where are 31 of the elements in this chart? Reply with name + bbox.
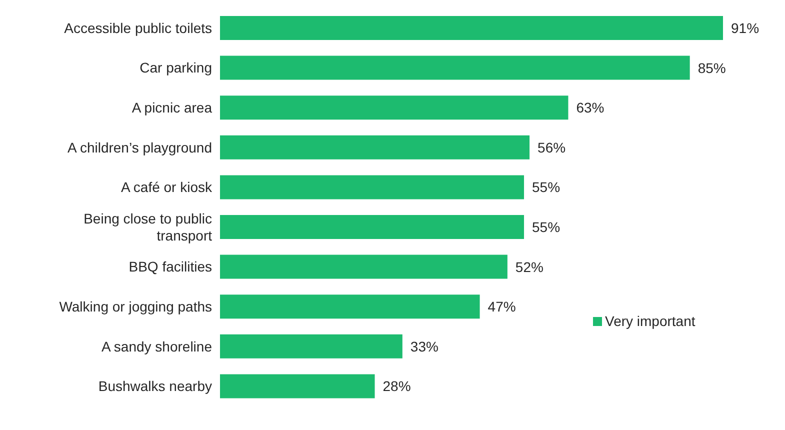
y-tick-label: Accessible public toilets	[64, 20, 212, 36]
bar	[220, 135, 530, 160]
data-label: 91%	[731, 20, 760, 36]
y-tick-label: Walking or jogging paths	[59, 298, 212, 314]
data-label: 56%	[538, 139, 566, 156]
y-tick-label: BBQ facilities	[128, 258, 212, 275]
bar	[220, 16, 723, 40]
bar	[220, 175, 524, 200]
bar	[220, 254, 508, 279]
data-label: 55%	[532, 219, 560, 235]
data-label: 47%	[488, 298, 516, 315]
y-tick-label: A children’s playground	[67, 139, 212, 156]
bar	[220, 294, 480, 319]
bar	[220, 374, 375, 398]
bar	[220, 96, 568, 120]
y-tick-label: Being close to public transport	[84, 210, 212, 244]
data-label: 33%	[410, 338, 438, 354]
y-tick-label: Bushwalks nearby	[98, 378, 212, 394]
bar	[220, 56, 690, 80]
y-tick-label: A picnic area	[132, 100, 212, 116]
bar	[220, 334, 402, 358]
data-label: 85%	[698, 60, 726, 76]
legend-label: Very important	[605, 313, 696, 329]
data-label: 28%	[382, 378, 411, 394]
data-label: 52%	[515, 258, 544, 275]
data-label: 63%	[576, 100, 604, 116]
bar	[220, 215, 524, 239]
y-tick-label: A sandy shoreline	[101, 338, 212, 354]
data-label: 55%	[532, 179, 560, 196]
y-tick-label: Car parking	[140, 60, 212, 76]
y-tick-label: A café or kiosk	[120, 179, 213, 196]
